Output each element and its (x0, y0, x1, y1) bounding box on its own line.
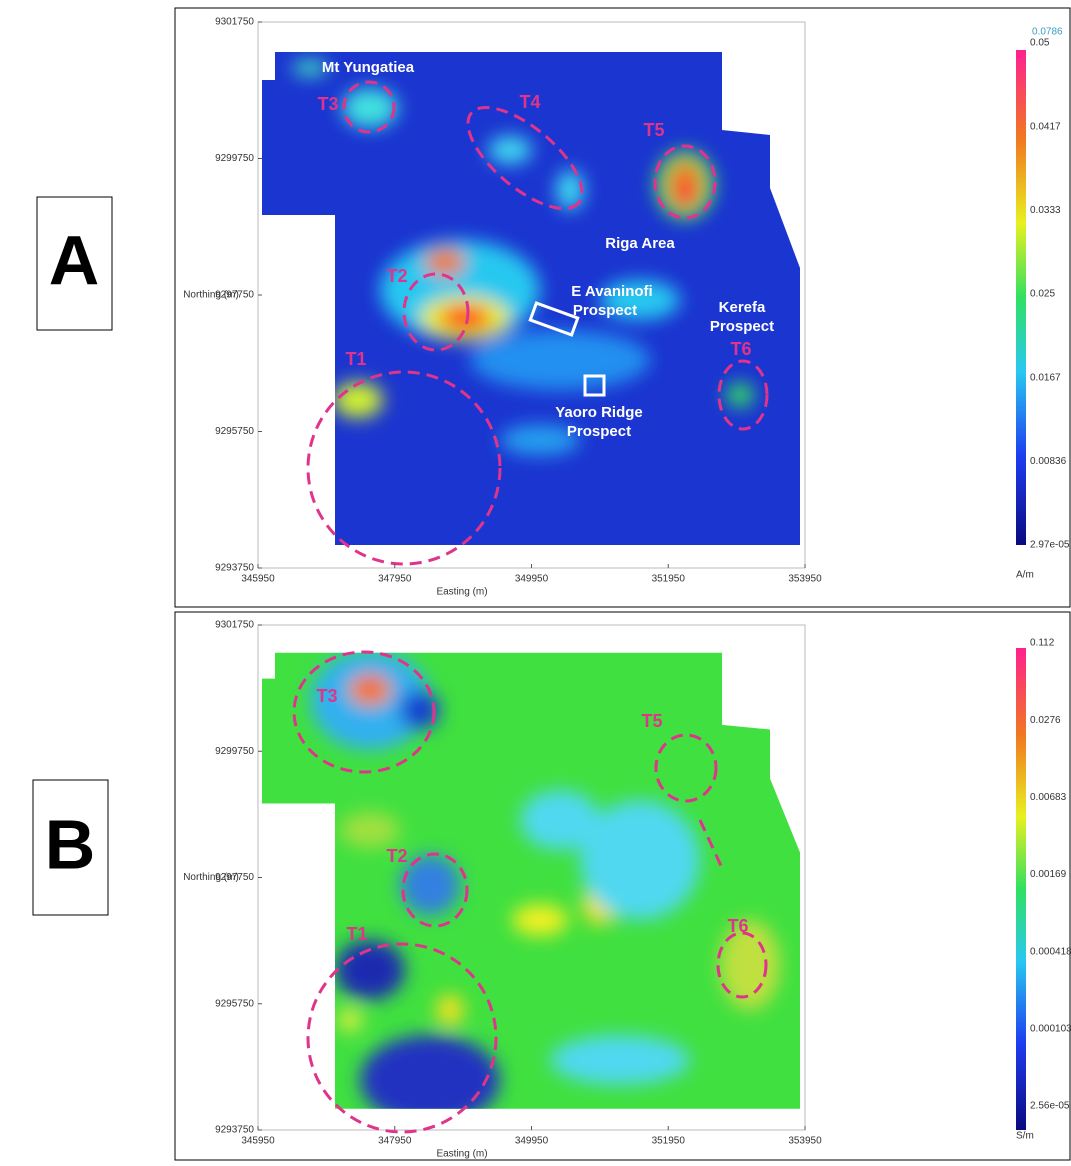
x-tick-label: 353950 (788, 574, 822, 585)
x-axis-title: Easting (m) (436, 587, 487, 598)
panel-frame (174, 611, 1071, 1161)
x-axis-title: Easting (m) (436, 1149, 487, 1160)
target-ring (698, 819, 724, 869)
target-ring (653, 144, 717, 220)
annotation: Kerefa (719, 299, 766, 316)
x-tick-label: 351950 (652, 1136, 686, 1147)
x-tick-label: 347950 (378, 574, 412, 585)
x-tick-label: 353950 (788, 1136, 822, 1147)
colorbar-label: 0.0333 (1030, 205, 1061, 216)
colorbar-unit: A/m (1016, 570, 1034, 581)
target-ring (716, 931, 768, 999)
target-label: T4 (519, 92, 540, 112)
x-tick-label: 347950 (378, 1136, 412, 1147)
target-ring (402, 272, 470, 352)
colorbar-label: 0.00836 (1030, 456, 1067, 467)
colorbar-unit: S/m (1016, 1131, 1034, 1142)
y-tick-label: 9297750 (215, 290, 254, 301)
y-tick-label: 9295750 (215, 998, 254, 1009)
y-tick-label: 9295750 (215, 426, 254, 437)
colorbar-label: 2.97e-05 (1030, 540, 1070, 551)
y-tick-label: 9301750 (215, 620, 254, 631)
colorbar-label: 2.56e-05 (1030, 1101, 1070, 1112)
target-ring (717, 359, 769, 431)
target-ring (466, 105, 584, 211)
x-tick-label: 345950 (241, 574, 275, 585)
x-tick-label: 351950 (652, 574, 686, 585)
target-label: T6 (730, 339, 751, 359)
y-tick-label: 9299750 (215, 153, 254, 164)
y-tick-label: 9293750 (215, 1125, 254, 1136)
target-ring (306, 370, 502, 566)
map-image (262, 652, 800, 1109)
colorbar-label: 0.000103 (1030, 1023, 1071, 1034)
target-label: T3 (317, 94, 338, 114)
annotation: Riga Area (605, 235, 675, 252)
annotation: Mt Yungatiea (322, 59, 415, 76)
y-tick-label: 9299750 (215, 746, 254, 757)
target-label: T1 (345, 349, 366, 369)
x-tick-label: 349950 (515, 574, 549, 585)
y-tick-label: 9297750 (215, 872, 254, 883)
target-label: T5 (643, 120, 664, 140)
annotation: Yaoro Ridge (555, 404, 643, 421)
panel-frame (174, 7, 1071, 608)
colorbar-label: 0.025 (1030, 289, 1055, 300)
target-label: T6 (727, 916, 748, 936)
panel-label-box (32, 779, 109, 916)
panel-label-box (36, 196, 113, 331)
target-label: T2 (386, 266, 407, 286)
x-tick-label: 345950 (241, 1136, 275, 1147)
colorbar (1016, 50, 1026, 545)
y-axis-title: Northing (m) (183, 290, 239, 301)
annotation: Prospect (567, 423, 631, 440)
target-ring (401, 852, 469, 928)
target-ring (654, 733, 718, 803)
colorbar-label: 0.000418 (1030, 946, 1071, 957)
prospect-marker (528, 301, 580, 337)
colorbar-label: 0.00683 (1030, 792, 1067, 803)
annotation: Prospect (710, 318, 774, 335)
x-tick-label: 349950 (515, 1136, 549, 1147)
colorbar-label: 0.0276 (1030, 715, 1061, 726)
colorbar-label: 0.0417 (1030, 121, 1061, 132)
y-tick-label: 9293750 (215, 563, 254, 574)
target-label: T3 (316, 686, 337, 706)
colorbar-label: 0.112 (1030, 638, 1055, 649)
panel-label: B (45, 805, 96, 883)
prospect-marker (583, 374, 606, 397)
target-ring (306, 942, 498, 1134)
target-label: T5 (641, 711, 662, 731)
target-ring (342, 80, 396, 134)
colorbar-label: 0.0167 (1030, 372, 1061, 383)
y-axis-title: Northing (m) (183, 872, 239, 883)
colorbar-label: 0.00169 (1030, 869, 1067, 880)
colorbar-max: 0.0786 (1032, 27, 1063, 38)
target-label: T1 (346, 924, 367, 944)
colorbar-label: 0.05 (1030, 38, 1050, 49)
colorbar (1016, 648, 1026, 1130)
target-label: T2 (386, 846, 407, 866)
panel-label: A (49, 221, 100, 299)
y-tick-label: 9301750 (215, 17, 254, 28)
target-ring (292, 650, 436, 774)
annotation: Prospect (573, 302, 637, 319)
annotation: E Avaninofi (571, 283, 652, 300)
